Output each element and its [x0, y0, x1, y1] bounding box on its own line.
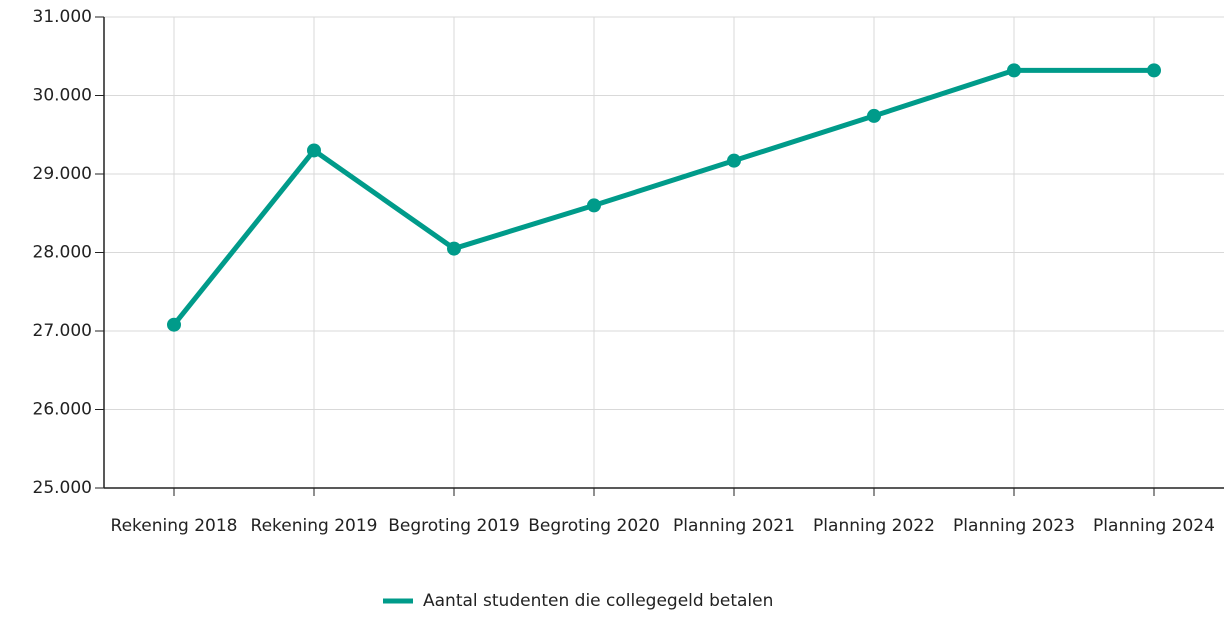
- y-tick-label: 30.000: [33, 86, 92, 106]
- data-point: [1007, 63, 1021, 78]
- x-tick-label: Planning 2022: [813, 516, 935, 536]
- x-tick-label: Begroting 2020: [528, 516, 660, 536]
- x-tick-label: Rekening 2018: [111, 516, 238, 536]
- data-point: [167, 317, 181, 332]
- x-tick-label: Planning 2021: [673, 516, 795, 536]
- data-point: [587, 198, 601, 213]
- y-tick-label: 28.000: [33, 243, 92, 263]
- data-point: [307, 143, 321, 158]
- series-line: [172, 67, 1154, 327]
- x-tick-label: Planning 2023: [953, 516, 1075, 536]
- y-tick-label: 26.000: [33, 400, 92, 420]
- legend-label: Aantal studenten die collegegeld betalen: [423, 591, 773, 611]
- data-point: [867, 108, 881, 123]
- data-point: [1147, 63, 1161, 78]
- x-tick-label: Begroting 2019: [388, 516, 520, 536]
- y-tick-label: 31.000: [33, 7, 92, 27]
- y-tick-label: 25.000: [33, 478, 92, 498]
- data-point: [447, 241, 461, 256]
- y-tick-label: 29.000: [33, 164, 92, 184]
- y-tick-label: 27.000: [33, 321, 92, 341]
- x-tick-label: Planning 2024: [1093, 516, 1215, 536]
- data-point: [727, 153, 741, 168]
- x-tick-label: Rekening 2019: [251, 516, 378, 536]
